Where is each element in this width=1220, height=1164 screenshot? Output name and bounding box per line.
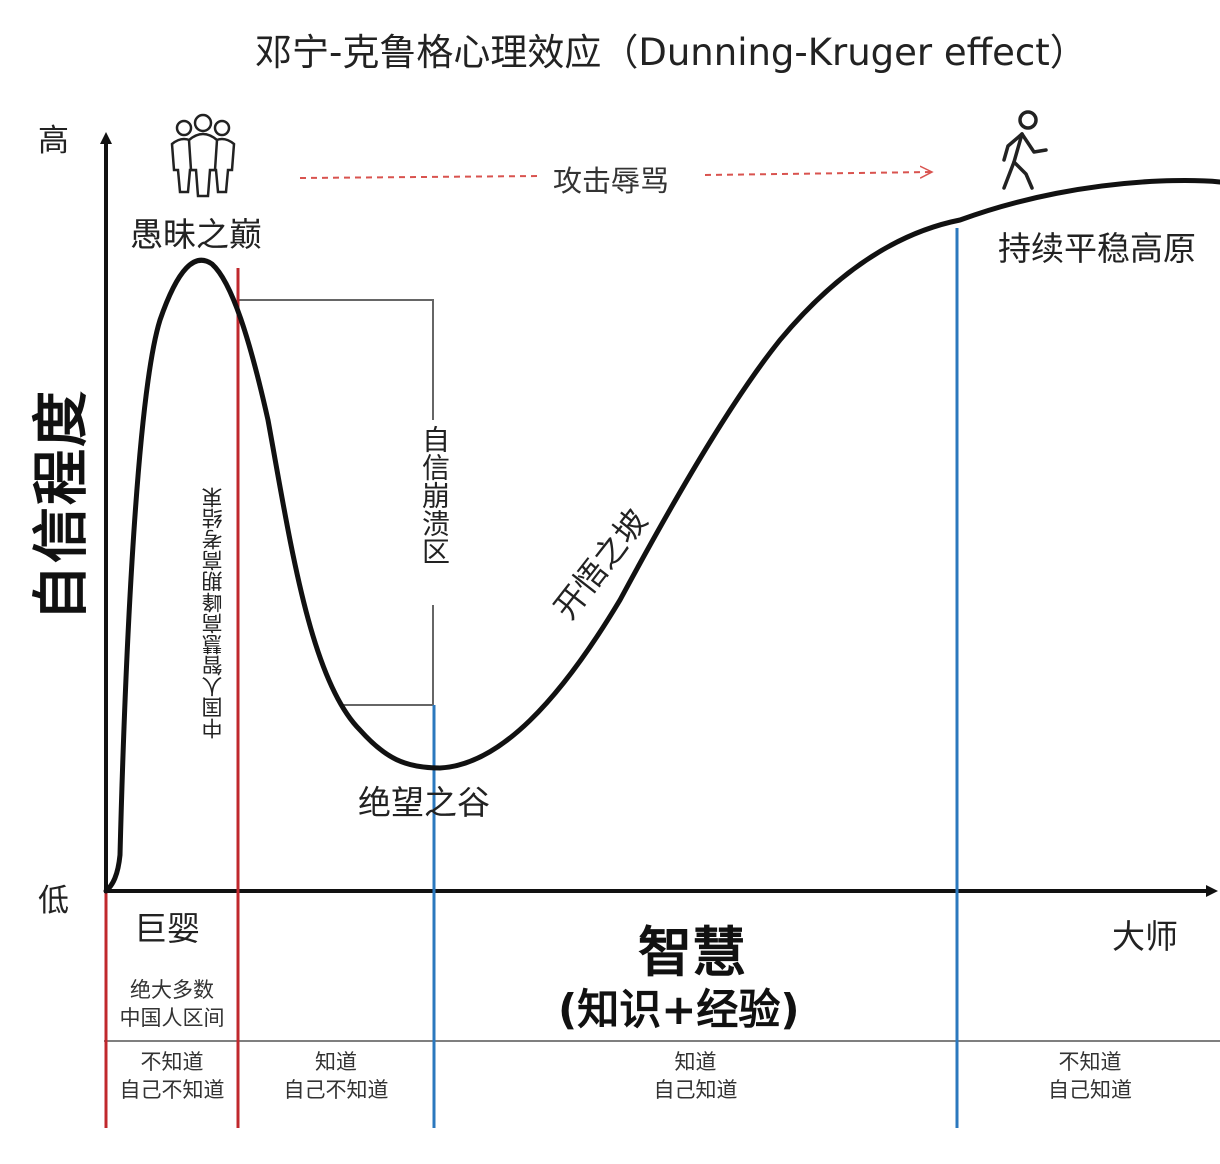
majority-range-label: 绝大多数 中国人区间 bbox=[108, 976, 236, 1032]
quadrant-line1: 不知道 bbox=[140, 1050, 204, 1074]
quadrant-label: 知道 自己知道 bbox=[436, 1048, 955, 1104]
majority-line1: 绝大多数 bbox=[130, 978, 214, 1002]
quadrant-line1: 知道 bbox=[674, 1050, 717, 1074]
collapse-zone-label: 自信崩溃区 bbox=[418, 425, 451, 565]
peak-label: 愚昧之巅 bbox=[130, 215, 262, 254]
quadrant-line2: 自己不知道 bbox=[283, 1078, 389, 1102]
quadrant-line2: 自己不知道 bbox=[119, 1078, 225, 1102]
quadrant-label: 不知道 自己知道 bbox=[960, 1048, 1220, 1104]
quadrant-line2: 自己知道 bbox=[1048, 1078, 1132, 1102]
crowd-icon bbox=[170, 113, 236, 198]
quadrant-line2: 自己知道 bbox=[653, 1078, 738, 1102]
plateau-label: 持续平稳高原 bbox=[998, 229, 1196, 268]
confidence-curve bbox=[103, 178, 1220, 894]
attack-arrow-left bbox=[299, 175, 541, 179]
x-axis-start-label: 巨婴 bbox=[134, 909, 200, 948]
quadrant-line1: 知道 bbox=[315, 1050, 357, 1074]
majority-line2: 中国人区间 bbox=[119, 1006, 225, 1030]
x-axis-title: 智慧 bbox=[638, 921, 746, 984]
collapse-zone-bracket bbox=[238, 299, 434, 706]
y-axis-high-label: 高 bbox=[38, 123, 69, 159]
y-axis-low-label: 低 bbox=[38, 883, 69, 919]
quadrant-label: 不知道 自己不知道 bbox=[108, 1048, 236, 1104]
quadrant-label: 知道 自己不知道 bbox=[240, 1048, 432, 1104]
valley-label: 绝望之谷 bbox=[358, 783, 490, 822]
attack-arrow-right bbox=[704, 172, 932, 175]
quadrant-line1: 不知道 bbox=[1058, 1050, 1122, 1074]
walking-person-icon bbox=[1002, 110, 1048, 190]
x-axis-subtitle: (知识+经验) bbox=[558, 985, 800, 1034]
x-axis-end-label: 大师 bbox=[1112, 917, 1178, 956]
gaokao-label: 中国人智慧高峰期高考结束 bbox=[201, 487, 225, 739]
chart-title: 邓宁-克鲁格心理效应（Dunning-Kruger effect） bbox=[255, 31, 1087, 74]
y-axis-title: 自信程度 bbox=[29, 389, 95, 621]
attack-label: 攻击辱骂 bbox=[553, 164, 670, 198]
